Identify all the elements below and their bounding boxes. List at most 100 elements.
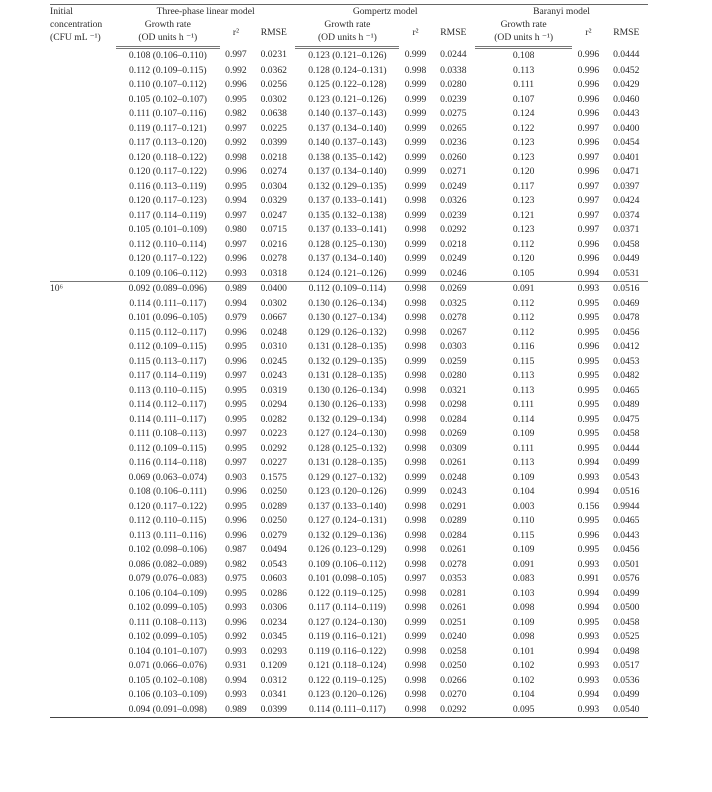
gompertz-rmse-cell: 0.0280 [440,370,467,381]
three-phase-r2-cell: 0.996 [225,166,247,177]
three-phase-rate-cell: 0.108 (0.106–0.110) [128,50,207,61]
gompertz-r2-cell: 0.998 [404,529,427,541]
baranyi-r2-cell: 0.995 [577,326,600,338]
three-phase-rate-cell: 0.120 (0.117–0.122) [128,500,207,512]
three-phase-rmse-cell: 0.0304 [260,180,287,192]
baranyi-rate-cell: 0.116 [513,341,535,352]
gompertz-r2-cell: 0.999 [404,471,427,483]
three-phase-rate-cell: 0.115 (0.113–0.117) [129,355,207,367]
three-phase-r2-cell: 0.982 [225,558,247,570]
baranyi-rmse-cell: 0.0471 [613,166,640,177]
concentration-cell [50,645,116,660]
baranyi-r2-cell: 0.996 [577,64,600,76]
three-phase-rate-cell: 0.112 (0.109–0.115) [129,442,207,454]
baranyi-r2-cell: 0.996 [577,238,600,250]
three-phase-r2-cell: 0.997 [225,238,247,250]
gompertz-rmse-cell: 0.0239 [440,93,467,105]
table-row: 0.105 (0.102–0.107) 0.995 0.0302 0.123 (0.1… [50,93,648,108]
gompertz-rmse-cell: 0.0284 [440,413,467,425]
gompertz-rmse-cell: 0.0266 [440,674,467,686]
gompertz-rmse-cell: 0.0249 [440,180,467,192]
baranyi-r2-cell: 0.996 [577,166,600,177]
three-phase-rmse-cell: 0.0318 [260,267,287,279]
baranyi-rmse-cell: 0.0489 [613,399,640,410]
table-row: 0.113 (0.110–0.115) 0.995 0.0319 0.130 (0.1… [50,384,648,399]
baranyi-rate-cell: 0.109 [512,471,535,483]
three-phase-rmse-cell: 0.0250 [260,486,287,497]
baranyi-rate-cell: 0.115 [513,355,535,367]
table-row: 10⁶ 0.092 (0.089–0.096) 0.989 0.0400 0.112 (… [50,281,648,297]
baranyi-r2-cell: 0.996 [577,529,600,541]
baranyi-r2-cell: 0.995 [577,399,600,410]
baranyi-rate-cell: 0.107 [512,93,535,105]
concentration-cell [50,297,116,312]
baranyi-r2-cell: 0.993 [577,558,600,570]
table-row: 0.086 (0.082–0.089) 0.982 0.0543 0.109 (0.1… [50,558,648,573]
baranyi-r2-cell: 0.995 [577,297,600,309]
concentration-cell [50,267,116,282]
baranyi-r2-cell: 0.997 [577,195,600,206]
three-phase-r2-cell: 0.993 [225,267,247,279]
concentration-cell [50,601,116,616]
three-phase-r2-cell: 0.996 [225,326,247,338]
three-phase-r2-cell: 0.995 [225,93,247,105]
three-phase-r2-cell: 0.995 [225,180,247,192]
table-row: 0.102 (0.099–0.105) 0.992 0.0345 0.119 (0.1… [50,630,648,645]
baranyi-rmse-cell: 0.0424 [613,195,640,206]
baranyi-rmse-cell: 0.0443 [613,529,640,541]
three-phase-rmse-cell: 0.0282 [260,413,287,425]
baranyi-rmse-cell: 0.0412 [613,341,640,352]
three-phase-rate-cell: 0.113 (0.111–0.116) [129,529,207,541]
baranyi-r2-cell: 0.995 [577,544,600,555]
three-phase-rmse-cell: 0.0302 [260,93,287,105]
baranyi-r2-cell: 0.996 [577,341,600,352]
baranyi-r2-cell: 0.995 [577,616,600,628]
gompertz-r2-cell: 0.999 [404,122,427,134]
gompertz-rate-cell: 0.127 (0.124–0.131) [308,515,387,526]
three-phase-rmse-cell: 0.0289 [260,500,287,512]
concentration-cell [50,485,116,500]
gompertz-rate-cell: 0.137 (0.133–0.140) [308,500,387,512]
gompertz-rate-cell: 0.129 (0.126–0.132) [308,326,387,338]
three-phase-r2-cell: 0.995 [225,399,247,410]
three-phase-rate-cell: 0.102 (0.098–0.106) [128,544,207,555]
header-rate-units: (OD units h ⁻¹) [295,31,400,49]
baranyi-r2-cell: 0.994 [577,587,600,599]
gompertz-r2-cell: 0.999 [404,49,427,61]
three-phase-r2-cell: 0.996 [225,355,247,367]
gompertz-rmse-cell: 0.0275 [440,108,467,119]
three-phase-rate-cell: 0.071 (0.066–0.076) [128,660,207,671]
three-phase-rmse-cell: 0.0543 [260,558,287,570]
three-phase-rate-cell: 0.092 (0.089–0.096) [115,281,220,297]
gompertz-r2-cell: 0.998 [404,384,427,396]
baranyi-rate-cell: 0.114 [513,413,535,425]
gompertz-rate-cell: 0.130 (0.126–0.134) [308,297,387,309]
three-phase-rmse-cell: 0.0216 [260,238,287,250]
gompertz-rmse-cell: 0.0278 [440,558,467,570]
three-phase-rate-cell: 0.105 (0.102–0.107) [128,93,207,105]
concentration-cell: 10⁶ [50,281,116,297]
baranyi-r2-cell: 0.995 [577,355,600,367]
baranyi-rmse-cell: 0.0498 [613,645,640,657]
gompertz-rate-cell: 0.124 (0.121–0.126) [308,267,387,279]
gompertz-rmse-cell: 0.0240 [440,631,467,642]
baranyi-rate-cell: 0.098 [512,602,535,613]
gompertz-r2-cell: 0.997 [404,573,427,584]
baranyi-rmse-cell: 0.0525 [613,631,640,642]
gompertz-r2-cell: 0.998 [404,195,427,206]
gompertz-r2-cell: 0.999 [404,253,427,264]
three-phase-rate-cell: 0.111 (0.108–0.113) [129,616,207,628]
three-phase-rmse-cell: 0.0399 [260,137,287,148]
gompertz-rate-cell: 0.123 (0.121–0.126) [308,93,387,105]
table-row: 0.105 (0.101–0.109) 0.980 0.0715 0.137 (0.1… [50,223,648,238]
baranyi-r2-cell: 0.995 [577,384,600,396]
three-phase-rate-cell: 0.106 (0.104–0.109) [128,587,207,599]
concentration-cell [50,558,116,573]
concentration-cell [50,398,116,413]
baranyi-rate-cell: 0.104 [512,689,535,700]
baranyi-rate-cell: 0.108 [512,50,535,61]
table-row: 0.112 (0.110–0.114) 0.997 0.0216 0.128 (0.1… [50,238,648,253]
three-phase-r2-cell: 0.993 [225,645,247,657]
gompertz-r2-cell: 0.998 [404,515,427,526]
header-rate: Growth rate [144,19,191,30]
